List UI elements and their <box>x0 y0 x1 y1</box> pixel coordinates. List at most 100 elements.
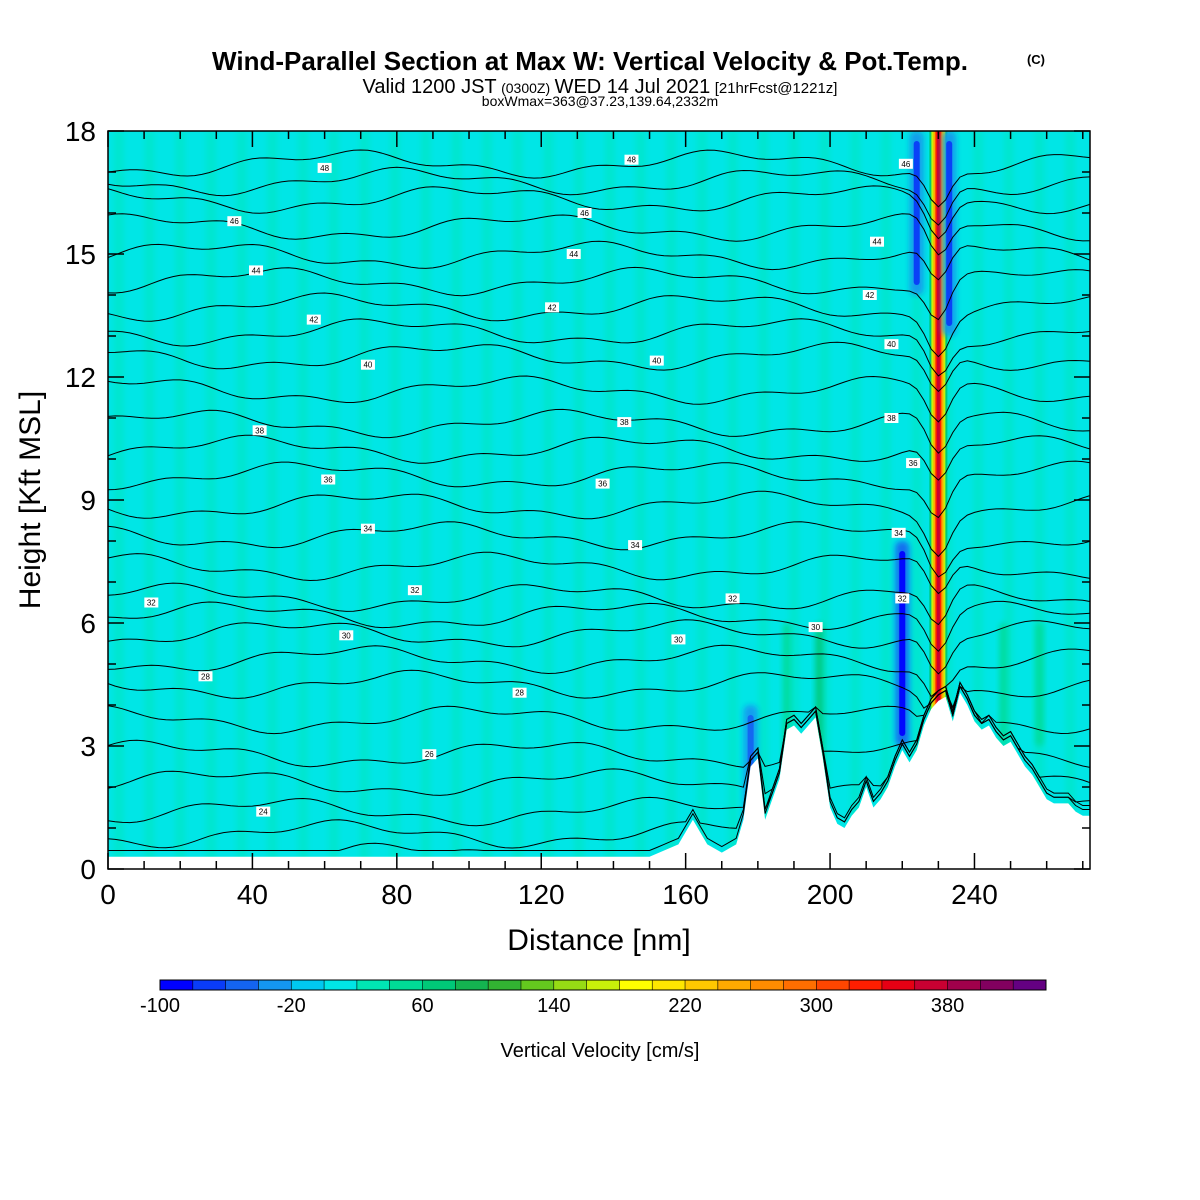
colorbar-swatch <box>750 980 784 990</box>
theta-contour-label: 32 <box>895 593 910 604</box>
theta-contour-label: 44 <box>566 249 581 259</box>
colorbar-swatch <box>324 980 358 990</box>
theta-contour-label: 40 <box>649 355 664 366</box>
theta-contour-label: 32 <box>407 585 422 596</box>
theta-contour-label: 32 <box>725 593 740 604</box>
theta-contour <box>108 149 1090 208</box>
weak-updraft-streak <box>758 131 769 869</box>
theta-contour <box>108 213 1090 256</box>
colorbar-swatch <box>652 980 686 990</box>
theta-contour-label: 34 <box>891 527 906 538</box>
theta-label-text: 44 <box>873 238 882 247</box>
x-axis-title: Distance [nm] <box>507 924 690 957</box>
theta-label-text: 28 <box>201 672 210 681</box>
theta-contour-label: 42 <box>306 314 321 325</box>
weak-updraft-streak <box>512 131 523 869</box>
theta-label-text: 46 <box>580 209 589 218</box>
y-tick-label: 9 <box>80 485 96 516</box>
weak-updraft-streak <box>727 131 738 869</box>
potential-temperature-labels: 24 26 28 28 30 30 30 32 32 32 32 34 34 34 36 36 36 38 38 38… <box>144 154 921 817</box>
x-tick-label: 0 <box>100 879 116 910</box>
weak-updraft-streak <box>1034 131 1045 869</box>
theta-contour-label: 42 <box>862 290 877 300</box>
theta-contour-label: 32 <box>144 597 159 608</box>
y-tick-label: 0 <box>80 854 96 885</box>
colorbar-swatch <box>553 980 588 990</box>
colorbar-swatch <box>586 980 620 990</box>
theta-contour <box>108 551 1090 595</box>
weak-updraft-streak <box>328 131 339 869</box>
colorbar-swatch <box>291 980 325 990</box>
theta-label-text: 48 <box>627 156 636 165</box>
colorbar-swatch <box>816 980 850 990</box>
boxwmax-subtitle: boxWmax=363@37.23,139.64,2332m <box>482 93 718 109</box>
weak-updraft-streak <box>451 131 462 869</box>
theta-contour <box>108 582 1090 626</box>
theta-contour-label: 26 <box>422 749 437 760</box>
colorbar-tick-label: -20 <box>277 995 306 1017</box>
colorbar-swatch <box>947 980 981 990</box>
theta-label-text: 34 <box>894 529 903 538</box>
theta-contour-label: 34 <box>628 540 643 551</box>
weak-updraft-streak <box>420 131 431 869</box>
theta-label-text: 38 <box>887 414 896 423</box>
theta-contour-label: 48 <box>317 162 332 173</box>
theta-label-text: 36 <box>324 476 333 485</box>
colorbar-swatch <box>881 980 916 990</box>
weak-updraft-streak <box>635 131 646 869</box>
theta-contour-label: 28 <box>512 687 527 698</box>
weak-updraft-streak <box>543 131 554 869</box>
theta-label-text: 30 <box>674 635 683 644</box>
colorbar-tick-label: 60 <box>411 995 433 1017</box>
theta-label-text: 30 <box>342 631 351 640</box>
theta-contour-label: 36 <box>321 474 336 485</box>
theta-label-text: 24 <box>259 808 268 817</box>
colorbar-swatch <box>160 980 194 990</box>
colorbar-title: Vertical Velocity [cm/s] <box>501 1040 700 1062</box>
x-tick-label: 200 <box>807 879 854 910</box>
valid-utc: (0300Z) <box>501 80 550 96</box>
theta-contour <box>108 292 1090 358</box>
plot-area: 24 26 28 28 30 30 30 32 32 32 32 34 34 34 36 36 36 38 38 38… <box>108 131 1090 869</box>
theta-contour-label: 46 <box>227 216 242 227</box>
weak-updraft-streak <box>175 131 186 869</box>
y-tick-label: 3 <box>80 731 96 762</box>
theta-label-text: 32 <box>728 594 737 603</box>
colorbar-swatch <box>520 980 555 990</box>
weak-updraft-streak <box>205 131 216 869</box>
theta-label-text: 46 <box>901 160 910 169</box>
theta-contour <box>108 521 1090 578</box>
weak-updraft-streak <box>359 131 370 869</box>
theta-label-text: 48 <box>320 164 329 173</box>
updraft-core <box>1035 623 1044 746</box>
colorbar-swatch <box>488 980 522 990</box>
weak-updraft-streak <box>574 131 585 869</box>
colorbar-tick-label: 380 <box>931 995 964 1017</box>
theta-contour <box>108 460 1090 519</box>
theta-contour-label: 38 <box>617 417 632 428</box>
potential-temperature-contours <box>108 149 1090 851</box>
theta-contour-label: 36 <box>906 458 921 469</box>
theta-contour-label: 40 <box>884 339 899 350</box>
colorbar-swatch <box>1013 980 1047 990</box>
theta-contour-label: 48 <box>624 154 639 165</box>
theta-contour-label: 30 <box>339 630 354 641</box>
theta-label-text: 44 <box>252 266 261 275</box>
x-tick-label: 120 <box>518 879 565 910</box>
theta-label-text: 26 <box>425 750 434 759</box>
colorbar-tick-label: 300 <box>800 995 833 1017</box>
theta-label-text: 38 <box>255 426 264 435</box>
weak-updraft-streak <box>881 131 892 869</box>
theta-contour <box>108 644 1090 698</box>
weak-updraft-streak <box>1065 131 1076 869</box>
x-tick-label: 240 <box>951 879 998 910</box>
theta-contour <box>108 685 1090 768</box>
theta-contour <box>108 434 1090 481</box>
theta-contour <box>108 490 1090 558</box>
theta-contour-label: 44 <box>869 236 884 247</box>
x-tick-label: 160 <box>662 879 709 910</box>
colorbar-swatch <box>389 980 424 990</box>
theta-contour <box>108 341 1090 393</box>
